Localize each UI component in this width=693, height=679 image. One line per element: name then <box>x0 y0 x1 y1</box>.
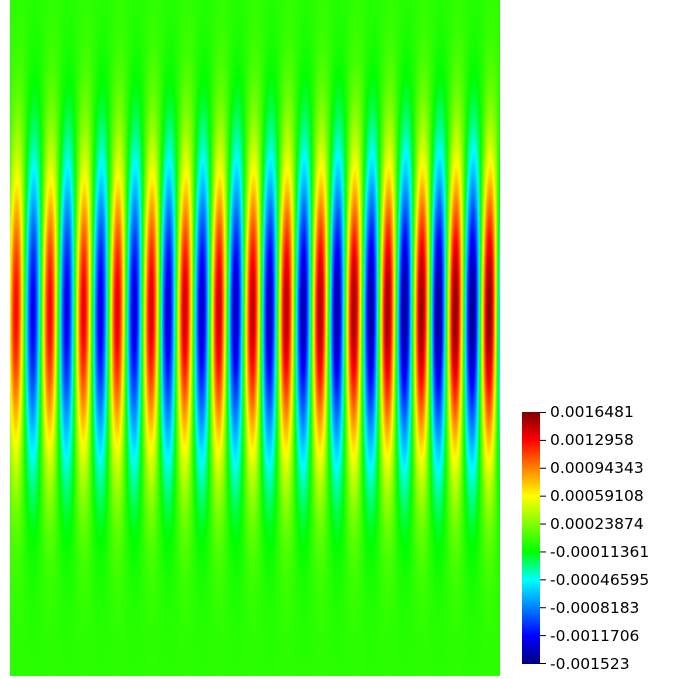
colorbar-label-3: 0.00059108 <box>550 487 644 505</box>
colorbar-legend: 0.0016481 0.0012958 0.00094343 0.0005910… <box>522 403 693 673</box>
colorbar-label-2: 0.00094343 <box>550 459 644 477</box>
colorbar-gradient <box>522 412 546 664</box>
colorbar-label-6: -0.00046595 <box>550 571 650 589</box>
colorbar-label-1: 0.0012958 <box>550 431 634 449</box>
colorbar-label-4: 0.00023874 <box>550 515 644 533</box>
wave-field-plot <box>10 0 500 676</box>
colorbar-label-9: -0.001523 <box>550 655 630 673</box>
colorbar-label-5: -0.00011361 <box>550 543 650 561</box>
colorbar-rect <box>522 412 540 664</box>
colorbar-label-0: 0.0016481 <box>550 403 634 421</box>
colorbar-label-7: -0.0008183 <box>550 599 640 617</box>
wave-field-heatmap <box>10 0 500 676</box>
colorbar-label-8: -0.0011706 <box>550 627 640 645</box>
colorbar-ticks <box>540 412 546 664</box>
